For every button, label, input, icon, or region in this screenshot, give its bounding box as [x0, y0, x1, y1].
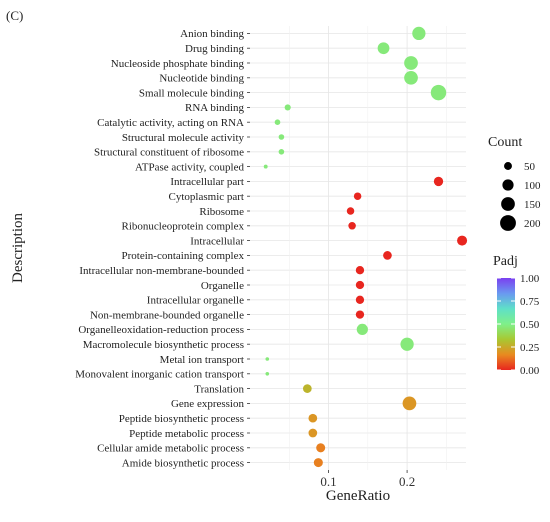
- size-legend-label: 150: [524, 199, 541, 211]
- category-label: Macromolecule biosynthetic process: [83, 339, 244, 351]
- data-point: [263, 164, 268, 169]
- data-point: [377, 42, 390, 55]
- data-point: [355, 266, 365, 275]
- color-legend-label: 0.00: [520, 365, 540, 377]
- category-label: Gene expression: [171, 398, 245, 410]
- data-point: [404, 70, 418, 85]
- data-point: [402, 396, 417, 411]
- category-label: Intracellular non-membrane-bounded: [79, 265, 244, 277]
- data-point: [430, 84, 447, 101]
- data-point: [355, 280, 365, 290]
- category-label: Intracellular: [190, 235, 244, 247]
- x-axis-title: GeneRatio: [326, 488, 390, 504]
- category-label: Non-membrane-bounded organelle: [90, 309, 244, 321]
- category-label: Organelle: [201, 280, 244, 292]
- category-label: Translation: [194, 383, 244, 395]
- category-label: Ribosome: [199, 206, 244, 218]
- data-point: [346, 207, 355, 215]
- size-legend-label: 50: [524, 161, 536, 173]
- category-label: Small molecule binding: [139, 87, 245, 99]
- category-label: Anion binding: [180, 28, 244, 40]
- size-legend-label: 200: [524, 218, 541, 230]
- size-legend-dot: [504, 162, 512, 170]
- category-label: RNA binding: [185, 102, 244, 114]
- size-legend-label: 100: [524, 180, 541, 192]
- category-label: Metal ion transport: [160, 354, 244, 366]
- category-label: Structural molecule activity: [122, 132, 245, 144]
- category-label: Drug binding: [185, 43, 244, 55]
- x-tick-label: 0.2: [399, 474, 415, 489]
- color-legend-label: 0.25: [520, 342, 540, 354]
- data-point: [284, 104, 291, 111]
- data-point: [274, 119, 281, 125]
- data-point: [278, 134, 285, 140]
- category-label: ATPase activity, coupled: [135, 161, 244, 173]
- category-label: Nucleoside phosphate binding: [111, 58, 245, 70]
- data-point: [353, 192, 362, 200]
- color-legend-label: 0.50: [520, 319, 540, 331]
- plot-panel: [250, 26, 466, 470]
- data-point: [265, 372, 270, 376]
- color-legend-label: 1.00: [520, 273, 540, 285]
- data-point: [313, 458, 323, 468]
- size-legend-dot: [500, 215, 516, 231]
- category-label: Ribonucleoprotein complex: [122, 221, 245, 233]
- data-point: [303, 384, 312, 393]
- category-label: Intracellular organelle: [147, 295, 244, 307]
- category-label: Amide biosynthetic process: [122, 457, 244, 469]
- color-legend-title: Padj: [493, 254, 518, 269]
- category-label: Cellular amide metabolic process: [97, 443, 244, 455]
- x-tick-labels: 0.1 0.2: [320, 470, 415, 489]
- data-point: [355, 310, 365, 319]
- data-point: [433, 176, 444, 187]
- data-point: [457, 235, 468, 246]
- x-tick-label: 0.1: [320, 474, 336, 489]
- panel-label: (C): [6, 8, 23, 23]
- category-label: Peptide metabolic process: [129, 428, 244, 440]
- data-point: [355, 295, 365, 304]
- color-legend-label: 0.75: [520, 296, 540, 308]
- data-point: [400, 337, 414, 351]
- category-label: Cytoplasmic part: [169, 191, 244, 203]
- category-label: Peptide biosynthetic process: [119, 413, 244, 425]
- gridlines: [250, 26, 466, 470]
- category-label: Protein-containing complex: [122, 250, 245, 262]
- data-point: [265, 357, 270, 361]
- size-legend: Count 50 100 150 200: [488, 135, 541, 231]
- data-points: [263, 26, 468, 468]
- data-point: [308, 413, 318, 423]
- data-point: [356, 323, 368, 335]
- category-label: Organelleoxidation-reduction process: [78, 324, 244, 336]
- size-legend-title: Count: [488, 135, 522, 150]
- data-point: [278, 149, 285, 155]
- data-point: [348, 222, 356, 230]
- color-legend-bar: [497, 278, 515, 370]
- category-label: Monovalent inorganic cation transport: [75, 369, 244, 381]
- category-label: Nucleotide binding: [159, 73, 244, 85]
- color-legend: Padj 1.00 0.75 0.50 0.25 0.00: [493, 254, 540, 377]
- category-label: Intracellular part: [170, 176, 244, 188]
- category-labels: Anion binding Drug binding Nucleoside phos…: [75, 28, 250, 469]
- size-legend-dot: [501, 197, 515, 211]
- data-point: [316, 443, 326, 453]
- category-label: Catalytic activity, acting on RNA: [97, 117, 244, 129]
- data-point: [383, 251, 392, 260]
- y-axis-title: Description: [10, 213, 26, 283]
- data-point: [404, 56, 418, 70]
- size-legend-dot: [502, 179, 514, 191]
- data-point: [308, 428, 318, 438]
- category-label: Structural constituent of ribosome: [94, 147, 244, 159]
- data-point: [412, 26, 426, 41]
